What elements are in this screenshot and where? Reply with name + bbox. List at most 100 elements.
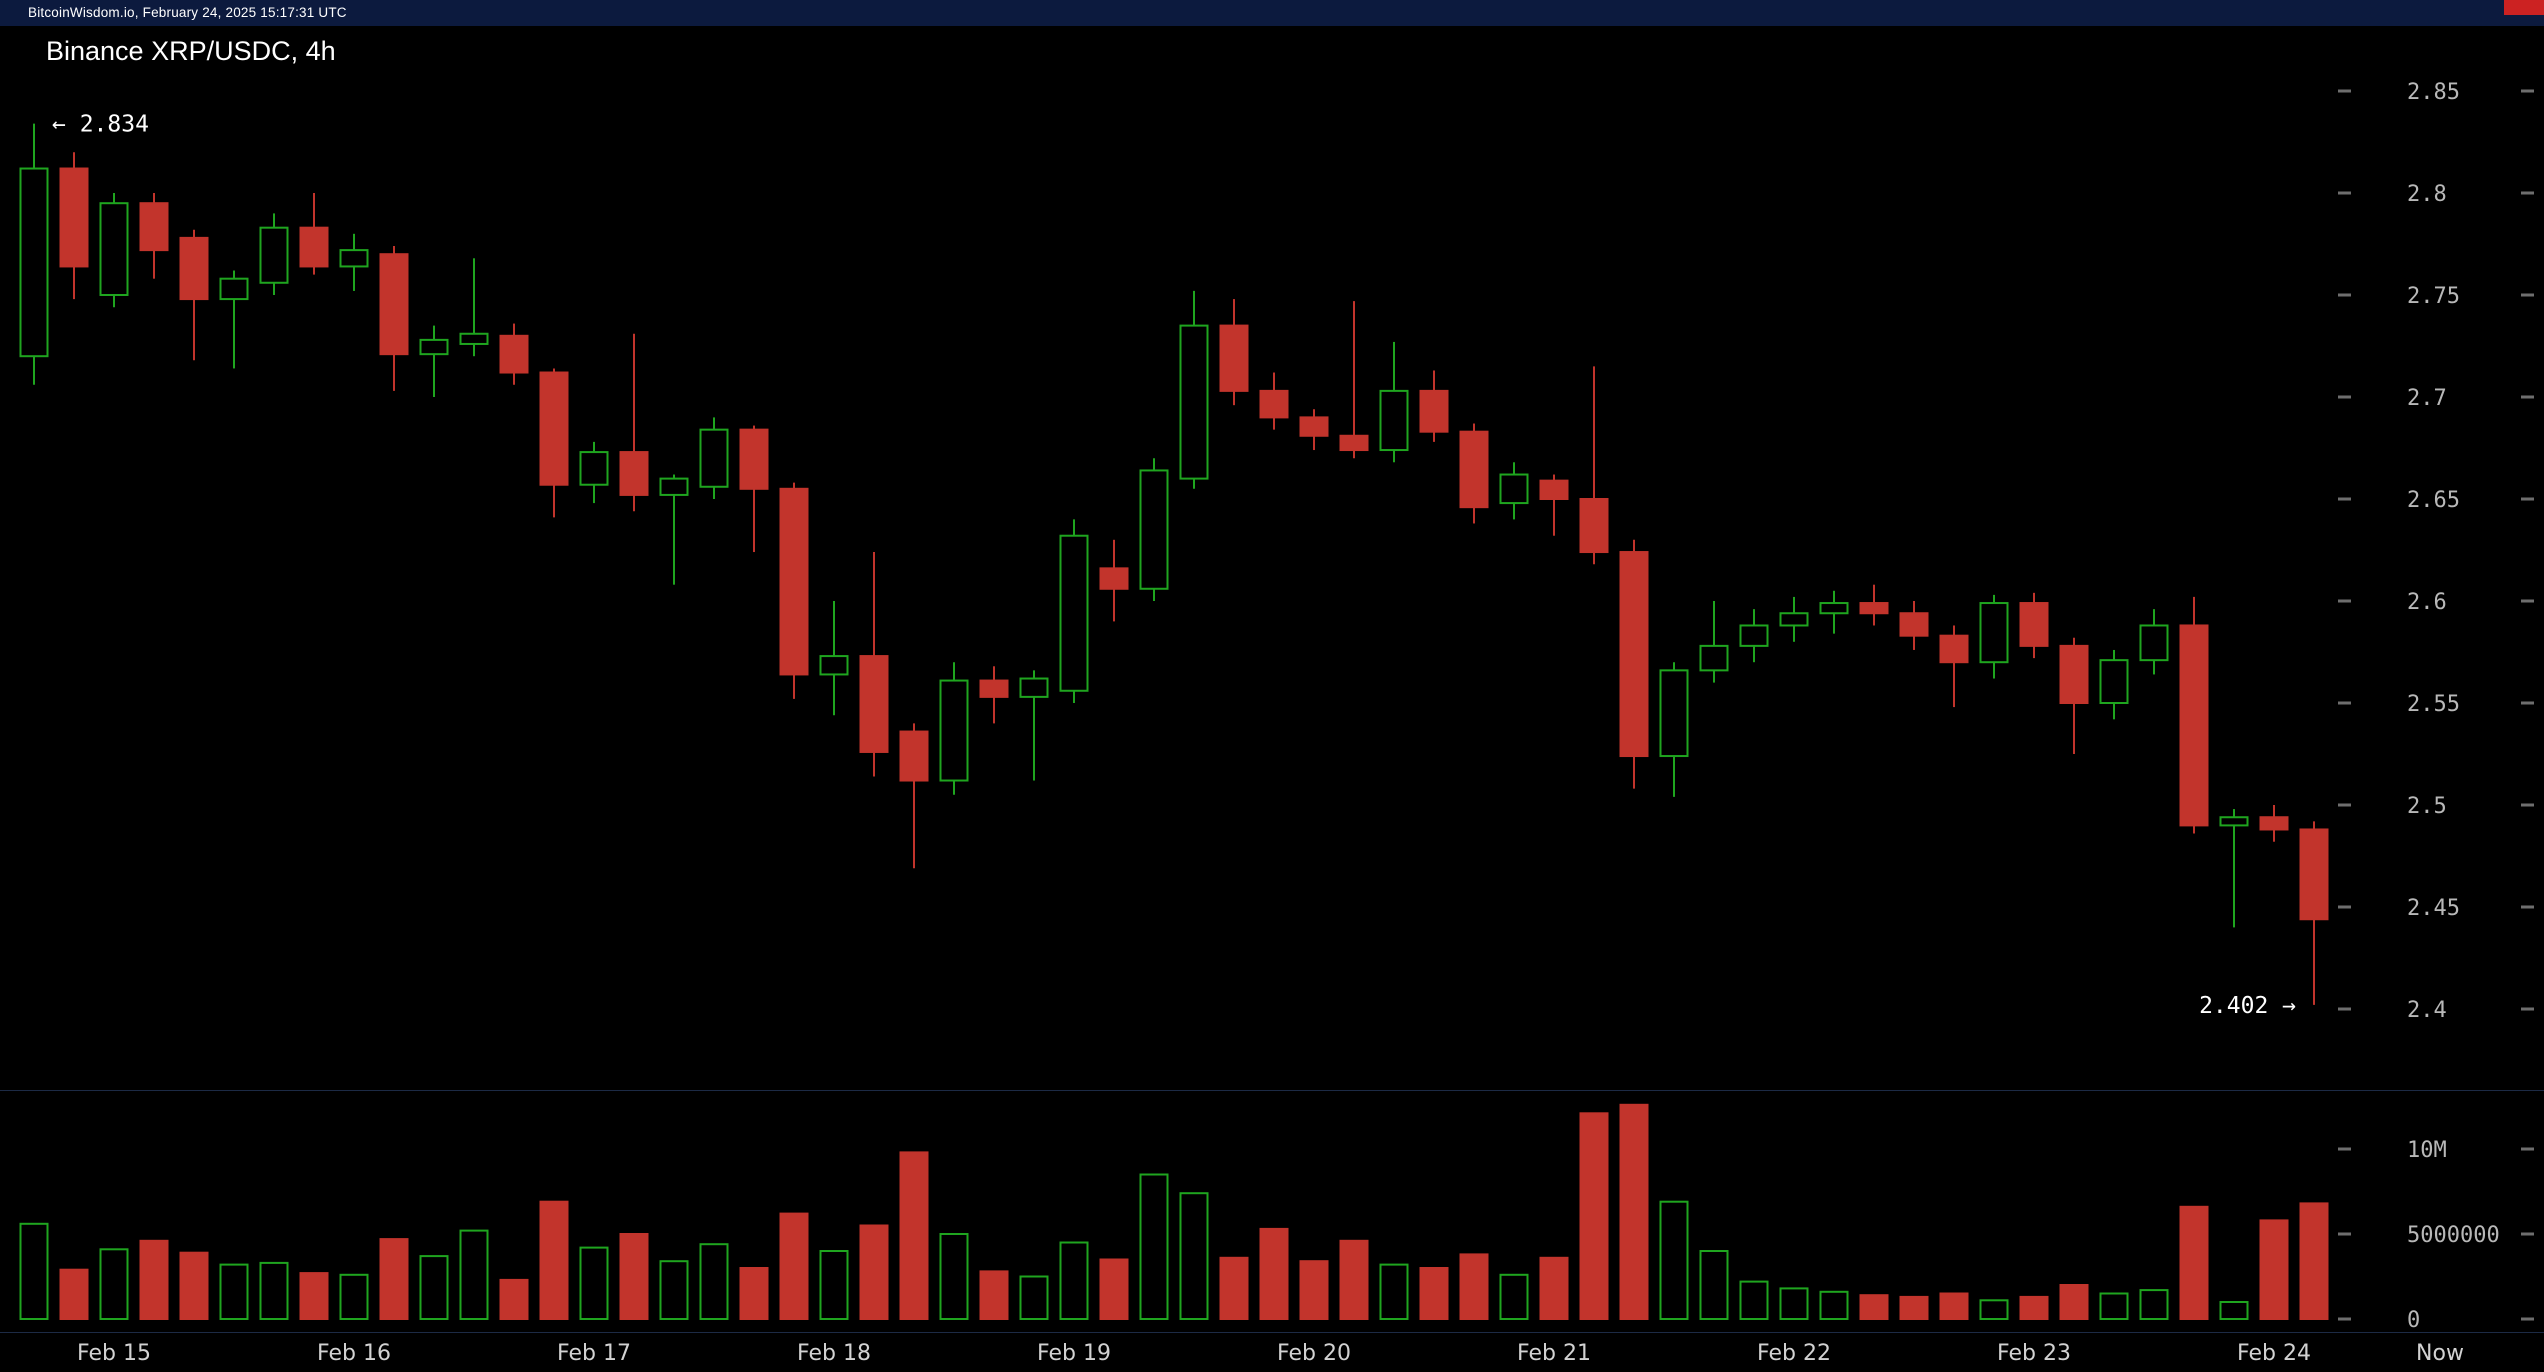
candle-body [1299, 416, 1329, 437]
price-tick-dash-right [2521, 599, 2534, 603]
candle-body [1219, 324, 1249, 392]
candle-body [1859, 602, 1889, 615]
volume-bar [739, 1267, 769, 1320]
price-annotation: ← 2.834 [52, 112, 149, 138]
candle-body [619, 451, 649, 496]
candle-body [1099, 567, 1129, 590]
volume-bar [2019, 1295, 2049, 1321]
price-tick-label: 2.8 [2407, 182, 2447, 207]
candle-body [459, 332, 489, 345]
candle-body [1059, 534, 1089, 692]
x-axis-label: Now [2416, 1341, 2464, 1366]
volume-bar [1659, 1200, 1689, 1320]
candle-body [579, 451, 609, 486]
volume-bar [1739, 1280, 1769, 1320]
volume-bar [339, 1273, 369, 1321]
x-axis-label: Feb 16 [317, 1341, 391, 1366]
volume-bar [219, 1263, 249, 1320]
candle-body [539, 371, 569, 486]
price-tick-label: 2.7 [2407, 386, 2447, 411]
volume-tick-dash-right [2521, 1317, 2534, 1321]
price-tick-dash [2338, 803, 2351, 807]
candle-body [2099, 659, 2129, 704]
candle-body [419, 338, 449, 356]
candle-body [2259, 816, 2289, 831]
x-axis-label: Feb 17 [557, 1341, 631, 1366]
candle-body [179, 236, 209, 301]
volume-bar [1139, 1173, 1169, 1320]
candle-body [939, 679, 969, 782]
candle-body [1939, 634, 1969, 664]
candle-body [1819, 602, 1849, 615]
x-axis-label: Feb 19 [1037, 1341, 1111, 1366]
x-axis-label: Feb 23 [1997, 1341, 2071, 1366]
candle-body [1379, 389, 1409, 452]
volume-tick-dash [2338, 1147, 2351, 1151]
candle-body [859, 655, 889, 753]
candle-body [499, 334, 529, 374]
volume-bar [299, 1272, 329, 1320]
volume-bar [1899, 1295, 1929, 1321]
volume-bar [59, 1268, 89, 1320]
topbar: BitcoinWisdom.io, February 24, 2025 15:1… [0, 0, 2544, 26]
volume-tick-dash-right [2521, 1147, 2534, 1151]
x-axis-label: Feb 20 [1277, 1341, 1351, 1366]
volume-bar [899, 1151, 929, 1321]
candle-body [1139, 469, 1169, 590]
price-tick-label: 2.45 [2407, 896, 2460, 921]
price-tick-label: 2.4 [2407, 998, 2447, 1023]
price-tick-dash-right [2521, 701, 2534, 705]
candle-body [2179, 624, 2209, 827]
price-tick-dash [2338, 395, 2351, 399]
volume-bar [2219, 1301, 2249, 1320]
volume-bar [419, 1255, 449, 1320]
candle-body [1579, 498, 1609, 554]
volume-bar [259, 1261, 289, 1321]
price-tick-label: 2.85 [2407, 80, 2460, 105]
volume-tick-dash [2338, 1232, 2351, 1236]
candle-body [739, 428, 769, 490]
candle-body [339, 249, 369, 268]
volume-bar [659, 1260, 689, 1320]
price-tick-dash [2338, 599, 2351, 603]
volume-bar [1019, 1275, 1049, 1320]
volume-bar [2139, 1289, 2169, 1320]
price-tick-label: 2.65 [2407, 488, 2460, 513]
candle-body [139, 202, 169, 252]
candle-body [779, 487, 809, 676]
volume-bar [99, 1248, 129, 1321]
volume-tick-dash [2338, 1317, 2351, 1321]
candle-body [379, 253, 409, 356]
volume-bar [619, 1233, 649, 1320]
volume-bar [459, 1229, 489, 1320]
volume-tick-label: 10M [2407, 1138, 2447, 1163]
price-tick-dash-right [2521, 1007, 2534, 1011]
volume-tick-label: 5000000 [2407, 1223, 2500, 1248]
x-axis-label: Feb 18 [797, 1341, 871, 1366]
price-tick-dash [2338, 497, 2351, 501]
candle-body [1899, 612, 1929, 637]
volume-bar [1579, 1112, 1609, 1321]
price-tick-dash [2338, 89, 2351, 93]
volume-bar [1859, 1294, 1889, 1320]
volume-bar [1379, 1263, 1409, 1320]
volume-bar [579, 1246, 609, 1320]
price-tick-label: 2.75 [2407, 284, 2460, 309]
candle-body [699, 428, 729, 488]
volume-bar [1219, 1256, 1249, 1321]
volume-bar [1939, 1292, 1969, 1320]
price-tick-dash-right [2521, 89, 2534, 93]
volume-bar [939, 1233, 969, 1320]
candle-body [2019, 602, 2049, 647]
price-tick-dash [2338, 701, 2351, 705]
volume-bar [1419, 1267, 1449, 1320]
volume-bar [699, 1243, 729, 1320]
candle-body [2299, 828, 2329, 921]
candle-body [1459, 430, 1489, 509]
volume-bar [1339, 1239, 1369, 1321]
candle-body [259, 226, 289, 284]
volume-bar [539, 1200, 569, 1320]
candle-body [1739, 624, 1769, 647]
candle-body [819, 655, 849, 676]
